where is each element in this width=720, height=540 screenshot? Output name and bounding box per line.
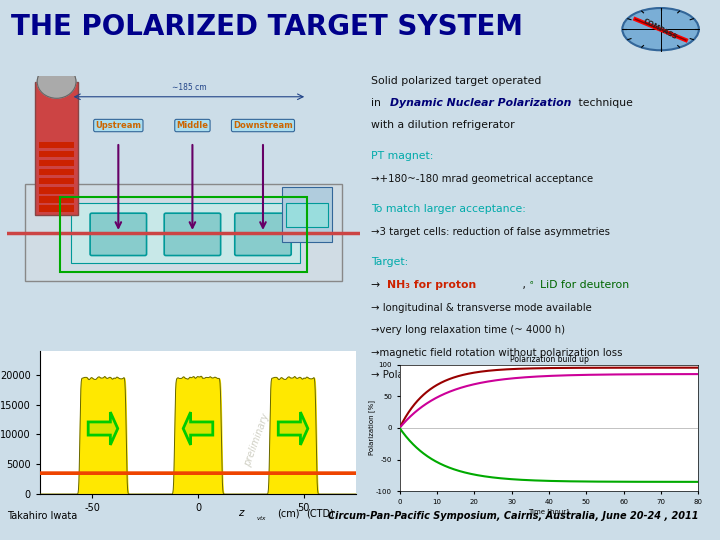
Y-axis label: Polarization [%]: Polarization [%] — [368, 401, 374, 455]
Bar — [39, 151, 74, 157]
Text: NH₃ for proton: NH₃ for proton — [387, 280, 476, 290]
Bar — [39, 196, 74, 202]
Bar — [282, 187, 332, 242]
Text: Middle: Middle — [176, 121, 208, 130]
Text: Downstream: Downstream — [233, 121, 293, 130]
Text: -92%, +88%, -83%: -92%, +88%, -83% — [575, 370, 680, 380]
Text: $z$: $z$ — [238, 509, 246, 518]
Ellipse shape — [622, 8, 699, 50]
Text: →: → — [371, 280, 379, 290]
Bar — [39, 160, 74, 166]
Bar — [39, 141, 74, 148]
Text: (CTD): (CTD) — [306, 509, 334, 518]
Text: with a dilution refrigerator: with a dilution refrigerator — [371, 120, 514, 130]
FancyBboxPatch shape — [235, 213, 291, 255]
Text: preliminary: preliminary — [243, 413, 271, 468]
Bar — [286, 202, 328, 227]
Text: Solid polarized target operated: Solid polarized target operated — [371, 76, 541, 85]
Text: LiD for deuteron: LiD for deuteron — [540, 280, 629, 290]
Text: Takahiro Iwata: Takahiro Iwata — [7, 511, 78, 521]
Text: Target:: Target: — [371, 257, 408, 267]
Bar — [39, 205, 74, 212]
Title: Polarization build up: Polarization build up — [510, 355, 588, 364]
Circle shape — [37, 65, 76, 98]
Text: Circum-Pan-Pacific Symposium, Cairns, Australia, June 20-24 , 2011: Circum-Pan-Pacific Symposium, Cairns, Au… — [328, 511, 698, 521]
Text: →+180~-180 mrad geometrical acceptance: →+180~-180 mrad geometrical acceptance — [371, 174, 593, 184]
Text: ,: , — [519, 280, 529, 290]
X-axis label: Time [hour]: Time [hour] — [528, 508, 570, 515]
Text: To match larger acceptance:: To match larger acceptance: — [371, 204, 526, 214]
Bar — [71, 202, 300, 263]
Text: ⁶: ⁶ — [529, 280, 533, 289]
Bar — [60, 197, 307, 272]
Text: THE POLARIZED TARGET SYSTEM: THE POLARIZED TARGET SYSTEM — [11, 13, 523, 41]
Text: → longitudinal & transverse mode available: → longitudinal & transverse mode availab… — [371, 303, 591, 313]
FancyBboxPatch shape — [164, 213, 220, 255]
Polygon shape — [183, 412, 213, 445]
Text: Upstream: Upstream — [95, 121, 141, 130]
FancyBboxPatch shape — [90, 213, 147, 255]
Text: technique: technique — [575, 98, 633, 109]
Bar — [39, 168, 74, 176]
Polygon shape — [88, 412, 118, 445]
Text: COMPASS: COMPASS — [643, 18, 678, 40]
Text: Dynamic Nuclear Polarization: Dynamic Nuclear Polarization — [390, 98, 572, 109]
Bar — [35, 82, 78, 215]
Polygon shape — [278, 412, 308, 445]
Text: →magnetic field rotation without polarization loss: →magnetic field rotation without polariz… — [371, 348, 622, 357]
Text: $_{vtx}$: $_{vtx}$ — [256, 514, 267, 523]
Text: in: in — [371, 98, 387, 109]
Text: PT magnet:: PT magnet: — [371, 152, 433, 161]
Bar — [39, 187, 74, 193]
Text: →very long relaxation time (~ 4000 h): →very long relaxation time (~ 4000 h) — [371, 325, 564, 335]
Text: ∼185 cm: ∼185 cm — [171, 83, 206, 92]
Bar — [24, 185, 343, 281]
Text: (cm): (cm) — [277, 509, 300, 518]
Text: → Polarization of NH₃: → Polarization of NH₃ — [371, 370, 480, 380]
Text: →3 target cells: reduction of false asymmetries: →3 target cells: reduction of false asym… — [371, 227, 610, 237]
Bar — [39, 178, 74, 185]
